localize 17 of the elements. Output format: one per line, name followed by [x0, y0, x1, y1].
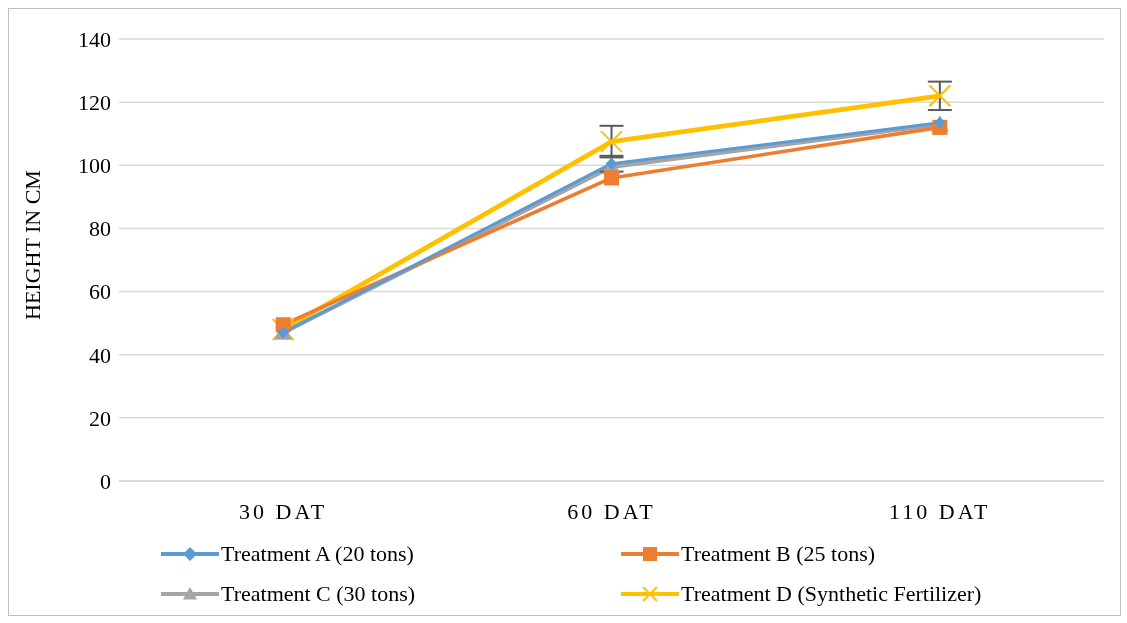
legend-label: Treatment C (30 tons) [221, 581, 416, 607]
y-tick-label: 20 [89, 405, 111, 431]
y-tick-label: 0 [100, 468, 111, 494]
y-tick-label: 40 [89, 342, 111, 368]
legend-label: Treatment D (Synthetic Fertilizer) [681, 581, 982, 607]
legend-label: Treatment A (20 tons) [221, 541, 414, 567]
y-tick-label: 100 [78, 153, 111, 179]
x-tick-label: 60 DAT [567, 498, 656, 524]
point [604, 170, 619, 186]
y-tick-label: 80 [89, 216, 111, 242]
x-tick-label: 110 DAT [889, 498, 991, 524]
y-axis-title: HEIGHT IN CM [19, 170, 45, 320]
x-tick-label: 30 DAT [239, 498, 328, 524]
y-tick-label: 60 [89, 279, 111, 305]
y-tick-label: 120 [78, 89, 111, 115]
y-tick-label: 140 [78, 26, 111, 52]
legend-label: Treatment B (25 tons) [681, 541, 876, 567]
